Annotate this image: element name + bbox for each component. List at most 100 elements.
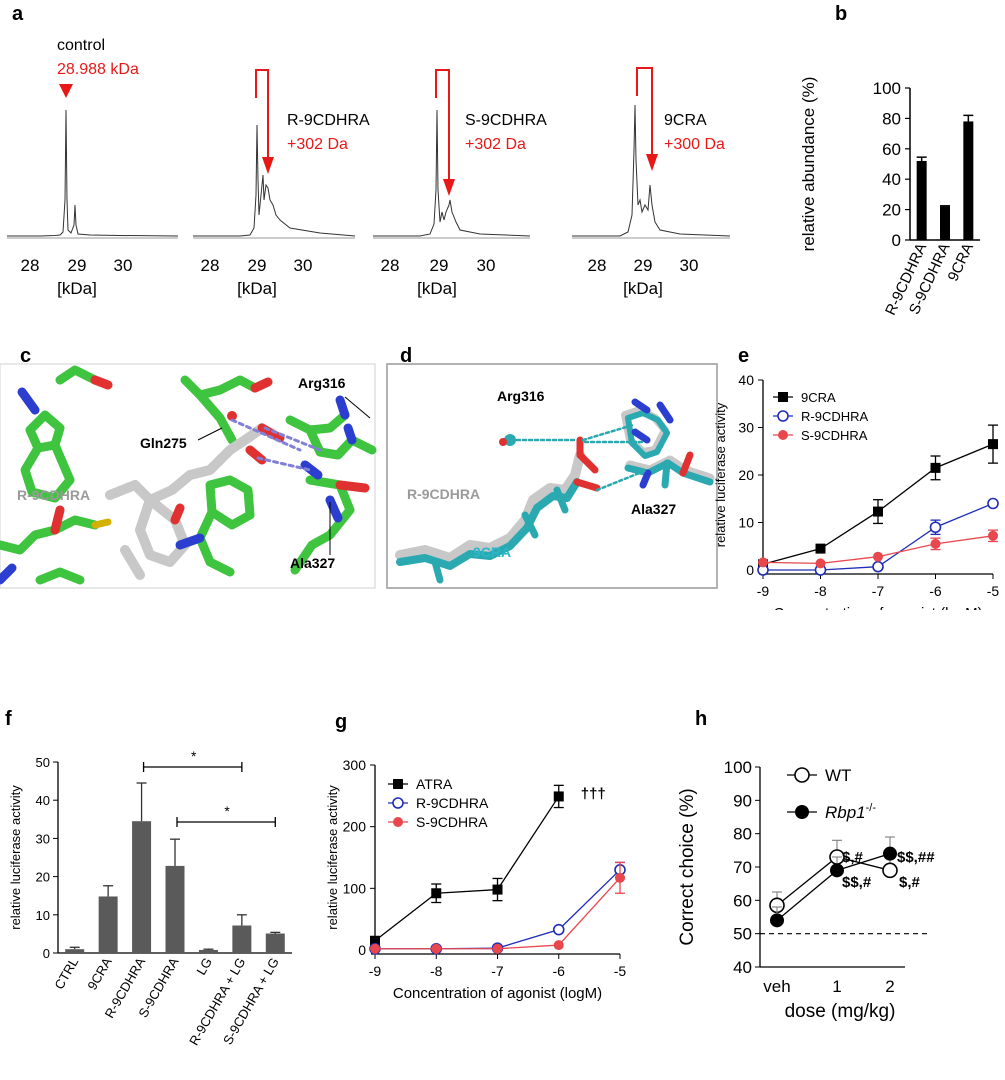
- legend-label: S-9CDHRA: [416, 814, 488, 830]
- spectrum-label-control: control: [57, 37, 105, 54]
- series-line: [374, 796, 560, 942]
- red-triangle-marker: [59, 84, 73, 98]
- series-line: [776, 856, 891, 906]
- data-point: [882, 862, 898, 879]
- panel-b-letter: b: [835, 3, 847, 25]
- data-point: [553, 940, 564, 951]
- tick-29: 29: [68, 256, 87, 275]
- significance-star: *: [224, 803, 230, 819]
- x-axis-label: [kDa]: [623, 279, 663, 298]
- spectrum-shift-r9cdhra: +302 Da: [287, 136, 348, 153]
- x-tick-label: -5: [614, 963, 627, 979]
- data-point: [553, 791, 564, 802]
- shift-arrow: [435, 69, 450, 180]
- panel-a-letter: a: [12, 3, 24, 25]
- y-tick-label: 20: [882, 201, 901, 220]
- x-tick-label: -8: [814, 583, 827, 599]
- y-tick-label: 30: [738, 420, 754, 436]
- bar: [940, 206, 950, 240]
- x-tick-label: 1: [832, 977, 841, 996]
- data-point: [929, 521, 942, 534]
- data-point: [431, 888, 442, 899]
- spectrum-shift-9cra: +300 Da: [664, 136, 725, 153]
- legend-marker: [778, 430, 788, 440]
- data-point: [815, 558, 826, 569]
- bar: [963, 121, 974, 240]
- y-tick-label: 100: [873, 79, 901, 98]
- label-ala327: Ala327: [290, 555, 335, 571]
- data-point: [815, 543, 826, 554]
- spectrum-s9cdhra: S-9CDHRA +302 Da 28 29 30 [kDa]: [373, 69, 547, 298]
- annotation-rbp1-dose2: $$,##: [897, 849, 935, 866]
- panel-f-chart: f 0 10 20 30 40 50 relative luciferase activit…: [5, 708, 292, 1048]
- bar: [98, 896, 118, 953]
- arrow-head: [443, 179, 455, 196]
- y-tick-label: 30: [36, 831, 50, 846]
- legend-label: 9CRA: [801, 390, 836, 405]
- annotation-rbp1-dose1: $$,#: [842, 874, 872, 891]
- x-tick-label: -9: [369, 963, 382, 979]
- y-tick-label: 60: [733, 891, 752, 910]
- y-axis-label: relative luciferase activity: [8, 785, 23, 930]
- tick-29: 29: [248, 256, 267, 275]
- data-point: [758, 557, 768, 568]
- x-tick-label: CTRL: [51, 955, 81, 992]
- x-tick-label: -9: [757, 583, 770, 599]
- y-tick-label: 300: [343, 757, 367, 773]
- data-point: [872, 560, 884, 573]
- tick-30: 30: [680, 256, 699, 275]
- annotation-wt-dose2: $,#: [899, 874, 921, 891]
- y-axis-label: relative abundance (%): [799, 77, 818, 252]
- y-axis-label: Correct choice (%): [677, 788, 698, 945]
- data-point: [552, 923, 565, 936]
- legend-marker: [778, 392, 788, 402]
- x-tick-label: 2: [885, 977, 894, 996]
- spectrum-shift-control: 28.988 kDa: [57, 61, 139, 78]
- panel-g-letter: g: [335, 711, 347, 733]
- data-point: [370, 935, 380, 946]
- y-tick-label: 80: [733, 825, 752, 844]
- y-tick-label: 200: [343, 819, 367, 835]
- data-point: [615, 872, 625, 883]
- y-tick-label: 0: [892, 231, 901, 250]
- bar: [165, 865, 185, 953]
- legend-marker: [393, 779, 403, 789]
- x-tick-label: -7: [872, 583, 885, 599]
- arrow-head: [646, 154, 658, 171]
- spectrum-label-s9cdhra: S-9CDHRA: [465, 112, 547, 129]
- panel-a: a control 28.988 kDa 28 29 30 [kDa] R-9C…: [7, 3, 731, 298]
- y-tick-label: 50: [733, 925, 752, 944]
- molecular-structure-image: [0, 363, 377, 589]
- spectrum-shift-s9cdhra: +302 Da: [465, 136, 526, 153]
- panel-d-letter: d: [400, 345, 412, 367]
- tick-28: 28: [21, 256, 40, 275]
- x-tick-label: -6: [929, 583, 942, 599]
- data-point: [830, 863, 844, 878]
- data-point: [988, 439, 998, 450]
- y-tick-label: 0: [746, 562, 754, 578]
- data-point: [988, 530, 998, 541]
- spectrum-label-r9cdhra: R-9CDHRA: [287, 112, 370, 129]
- spectrum-r9cdhra: R-9CDHRA +302 Da 28 29 30 [kDa]: [193, 69, 370, 298]
- x-tick-label: -5: [987, 583, 1000, 599]
- x-axis-label: [kDa]: [57, 279, 97, 298]
- x-axis-label: [kDa]: [417, 279, 457, 298]
- label-ligand: R-9CDHRA: [17, 487, 90, 503]
- x-tick-label: LG: [193, 955, 215, 978]
- y-tick-label: 40: [36, 793, 50, 808]
- x-tick-label: veh: [763, 977, 790, 996]
- label-ligand-9cra: 9CRA: [473, 544, 511, 560]
- panel-c: c: [0, 340, 380, 590]
- panel-e-letter: e: [738, 345, 749, 367]
- tick-30: 30: [114, 256, 133, 275]
- panel-c-letter: c: [20, 345, 31, 367]
- data-point: [987, 497, 999, 510]
- data-point: [370, 943, 380, 954]
- data-point: [930, 462, 941, 473]
- legend-label: S-9CDHRA: [801, 428, 868, 443]
- panel-h-letter: h: [695, 708, 707, 730]
- legend-label: Rbp1-/-: [825, 802, 876, 822]
- x-tick-label: -6: [553, 963, 566, 979]
- arrow-head: [262, 157, 274, 174]
